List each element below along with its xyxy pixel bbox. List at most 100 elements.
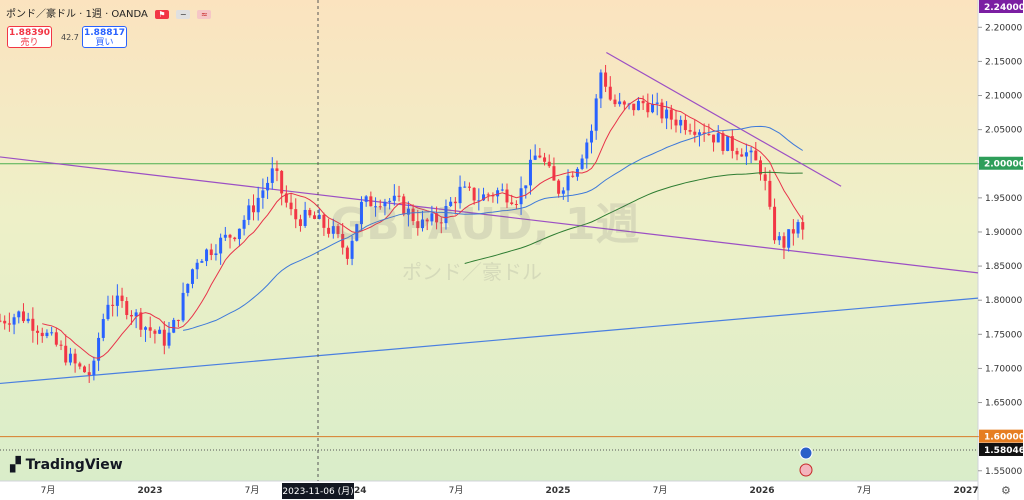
candle-body: [505, 190, 508, 203]
symbol-header: ポンド／豪ドル · 1週 · OANDA ⚑ − ≈: [6, 5, 211, 20]
candle-body: [69, 354, 72, 363]
candle-body: [41, 333, 44, 336]
buy-label: 買い: [95, 38, 113, 48]
price-label-text: 2.00000: [984, 160, 1024, 170]
event-marker-icon[interactable]: [800, 447, 812, 459]
candle-body: [684, 120, 687, 130]
y-tick-label: 1.70000: [985, 364, 1022, 374]
candle-body: [524, 185, 527, 188]
candle-body: [111, 305, 114, 306]
candle-body: [214, 253, 217, 255]
candle-body: [149, 327, 152, 330]
wave-icon[interactable]: ≈: [197, 10, 211, 19]
candle-body: [186, 284, 189, 293]
candle-body: [121, 296, 124, 301]
candle-body: [332, 226, 335, 234]
candle-body: [257, 198, 260, 212]
dash-icon[interactable]: −: [176, 10, 190, 19]
candle-body: [290, 203, 293, 209]
candle-body: [534, 156, 537, 160]
candle-body: [304, 210, 307, 226]
candle-body: [637, 101, 640, 110]
candle-body: [721, 133, 724, 151]
candle-body: [613, 100, 616, 105]
tradingview-logo[interactable]: ▞ TradingView: [10, 457, 123, 473]
candle-body: [379, 206, 382, 207]
settings-gear-icon[interactable]: ⚙: [1001, 484, 1011, 497]
candle-body: [581, 159, 584, 169]
sell-label: 売り: [20, 38, 38, 48]
candle-body: [651, 104, 654, 112]
candle-body: [660, 103, 663, 119]
candle-body: [736, 151, 739, 154]
candle-body: [444, 206, 447, 223]
candle-body: [496, 190, 499, 196]
candle-body: [754, 151, 757, 161]
candle-body: [233, 238, 236, 239]
candle-body: [3, 321, 6, 324]
candle-body: [609, 87, 612, 100]
candle-body: [698, 132, 701, 135]
x-tick-label: 7月: [245, 485, 260, 496]
candle-body: [585, 142, 588, 158]
y-tick-label: 1.65000: [985, 399, 1022, 409]
candle-body: [501, 190, 504, 191]
plot-background: [0, 0, 978, 481]
candle-body: [92, 361, 95, 375]
candle-body: [341, 234, 344, 248]
event-marker-icon[interactable]: [800, 464, 812, 476]
candle-body: [83, 367, 86, 373]
candle-body: [426, 220, 429, 222]
candle-body: [322, 215, 325, 228]
candle-body: [510, 202, 513, 204]
candle-body: [27, 319, 30, 321]
buy-button[interactable]: 1.88817 買い: [82, 26, 127, 48]
price-label-text: 1.58046: [984, 446, 1024, 456]
candle-body: [552, 166, 555, 180]
candle-body: [402, 196, 405, 214]
candle-body: [764, 174, 767, 180]
x-tick-label: 2026: [749, 486, 774, 496]
candle-body: [440, 222, 443, 223]
candle-body: [768, 181, 771, 207]
x-tick-label: 7月: [41, 485, 56, 496]
candle-body: [200, 261, 203, 263]
candle-body: [618, 101, 621, 104]
candle-body: [646, 103, 649, 112]
sell-button[interactable]: 1.88390 売り: [7, 26, 52, 48]
candle-body: [55, 332, 58, 344]
buy-price: 1.88817: [83, 28, 126, 38]
candle-body: [167, 333, 170, 346]
candle-body: [130, 315, 133, 316]
y-tick-label: 2.05000: [985, 126, 1022, 136]
flag-icon[interactable]: ⚑: [155, 10, 169, 19]
candle-body: [336, 226, 339, 234]
candle-body: [670, 110, 673, 120]
y-tick-label: 2.10000: [985, 92, 1022, 102]
candle-body: [280, 171, 283, 193]
candle-body: [182, 293, 185, 321]
candle-body: [196, 263, 199, 270]
crosshair-date-label: 2023-11-06 (月): [282, 486, 353, 497]
candle-body: [102, 319, 105, 338]
candle-body: [158, 330, 161, 334]
candle-body: [623, 101, 626, 104]
candle-body: [294, 209, 297, 219]
x-tick-label: 7月: [449, 485, 464, 496]
candle-body: [8, 323, 11, 324]
y-tick-label: 1.55000: [985, 467, 1022, 477]
spread-value: 42.7: [61, 33, 79, 42]
candle-body: [308, 210, 311, 215]
candle-body: [13, 317, 16, 324]
candle-body: [674, 120, 677, 126]
candle-body: [36, 331, 39, 333]
candle-body: [740, 154, 743, 156]
candle-body: [679, 120, 682, 126]
candle-body: [275, 168, 278, 171]
candle-body: [398, 196, 401, 197]
candle-body: [787, 229, 790, 247]
candle-body: [60, 345, 63, 346]
candle-body: [50, 332, 53, 333]
